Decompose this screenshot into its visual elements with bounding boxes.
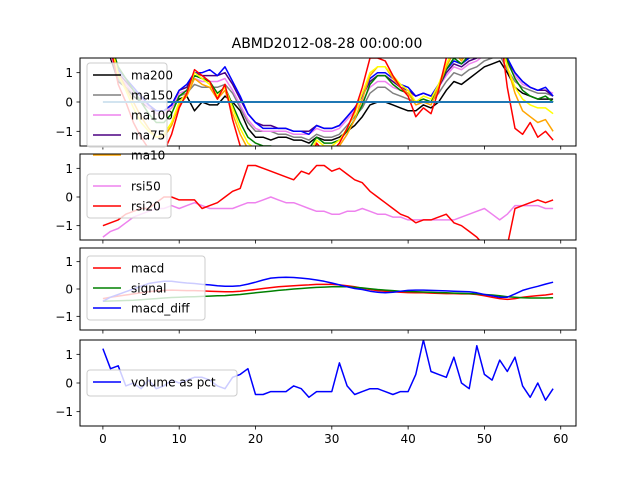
- x-tick-label: 0: [99, 432, 107, 446]
- legend-label: ma200: [131, 69, 173, 83]
- legend: rsi50 rsi20: [86, 173, 172, 219]
- legend-label: ma100: [131, 109, 173, 123]
- y-tick-label: 1: [65, 162, 73, 176]
- x-tick-label: 50: [477, 432, 492, 446]
- panel-rsi: −1 0 1: [55, 153, 577, 244]
- legend-label: macd_diff: [131, 302, 190, 316]
- legend-box: [86, 255, 206, 321]
- y-tick-label: −1: [55, 219, 73, 233]
- y-tick-label: −1: [55, 125, 73, 139]
- series-group: [102, 164, 554, 240]
- y-tick-label: 0: [65, 96, 73, 110]
- legend-label: ma150: [131, 89, 173, 103]
- y-tick-label: 1: [65, 348, 73, 362]
- series-line-ma100: [110, 58, 554, 136]
- series-line-rsi50: [102, 196, 554, 238]
- series-line-ma50: [113, 58, 554, 136]
- x-tick-label: 60: [553, 432, 568, 446]
- legend-label: signal: [131, 282, 167, 296]
- series-line-ma1: [112, 58, 554, 146]
- y-tick-label: 1: [65, 66, 73, 80]
- legend-label: volume as pct: [131, 376, 216, 390]
- legend-label: rsi50: [131, 180, 161, 194]
- legend: ma200 ma150 ma100 ma75 ma10: [86, 62, 173, 163]
- series-line-ma10: [113, 58, 554, 146]
- y-tick-label: −1: [55, 405, 73, 419]
- legend-box: [86, 369, 238, 397]
- legend-box: [86, 62, 168, 148]
- x-tick-label: 30: [324, 432, 339, 446]
- y-tick-label: 1: [65, 255, 73, 269]
- y-tick-label: 0: [65, 377, 73, 391]
- series-line-rsi20: [102, 164, 554, 240]
- legend: macd signal macd_diff: [86, 255, 206, 321]
- legend-label: rsi20: [131, 200, 161, 214]
- legend: volume as pct: [86, 369, 238, 397]
- panels: −1 0 1 ma200 ma150 ma100 ma75 ma10 −1 0 1 rsi50 rsi2…: [55, 57, 577, 446]
- y-tick-label: 0: [65, 191, 73, 205]
- x-tick-label: 10: [172, 432, 187, 446]
- legend-label: macd: [131, 262, 164, 276]
- y-tick-label: 0: [65, 283, 73, 297]
- x-tick-label: 40: [400, 432, 415, 446]
- x-tick-label: 20: [248, 432, 263, 446]
- panel-ma: −1 0 1: [55, 57, 577, 150]
- legend-box: [86, 173, 172, 219]
- legend-label: ma10: [131, 149, 165, 163]
- series-group: [102, 58, 554, 146]
- series-line-ma5: [113, 58, 554, 146]
- y-tick-label: −1: [55, 310, 73, 324]
- series-line-ma20: [114, 58, 554, 146]
- chart-title: ABMD2012-08-28 00:00:00: [232, 36, 423, 52]
- legend-label: ma75: [131, 129, 165, 143]
